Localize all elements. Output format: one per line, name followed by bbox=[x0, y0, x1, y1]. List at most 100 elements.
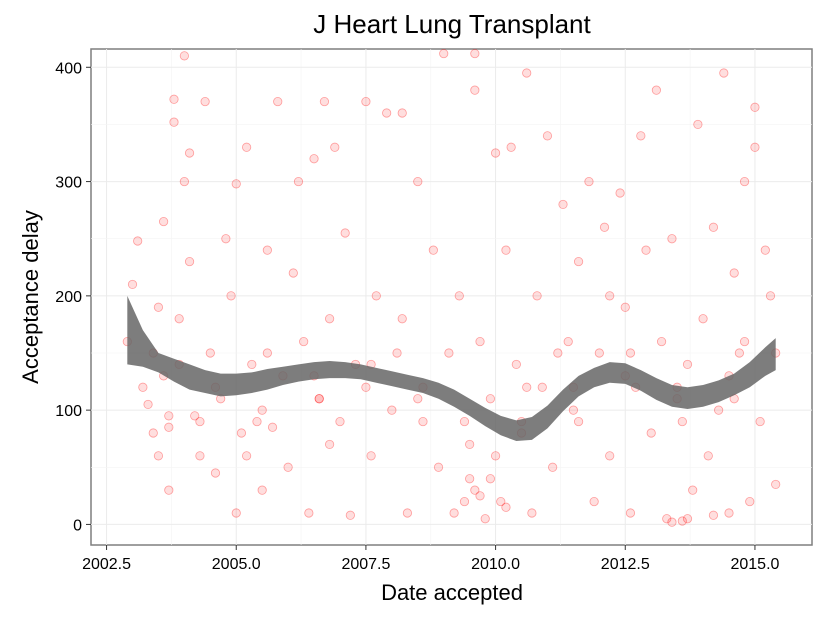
data-point bbox=[568, 405, 578, 415]
data-point bbox=[439, 48, 449, 59]
data-point bbox=[153, 451, 164, 461]
data-point bbox=[693, 119, 703, 130]
data-point bbox=[594, 348, 604, 358]
data-point bbox=[366, 451, 376, 461]
data-point bbox=[288, 268, 298, 278]
data-point bbox=[262, 245, 272, 255]
data-point bbox=[413, 394, 423, 404]
data-point bbox=[361, 382, 371, 392]
data-point bbox=[734, 348, 744, 358]
data-point bbox=[361, 96, 371, 107]
data-point bbox=[402, 508, 413, 518]
data-point bbox=[537, 382, 547, 392]
data-point bbox=[159, 216, 169, 227]
data-point bbox=[319, 96, 330, 107]
data-point bbox=[641, 245, 651, 255]
data-point bbox=[542, 131, 553, 141]
data-point bbox=[231, 179, 241, 189]
data-point bbox=[382, 108, 392, 118]
data-point bbox=[428, 245, 438, 255]
data-point bbox=[755, 416, 765, 427]
data-point bbox=[257, 405, 267, 415]
y-tick-label: 200 bbox=[55, 289, 82, 306]
x-tick-label: 2005.0 bbox=[212, 556, 261, 573]
data-point bbox=[584, 176, 594, 187]
data-point bbox=[501, 502, 511, 512]
data-point bbox=[143, 399, 153, 410]
data-point bbox=[449, 508, 459, 518]
data-point bbox=[496, 496, 506, 507]
data-point bbox=[262, 348, 272, 358]
data-point bbox=[714, 405, 724, 415]
x-axis-ticks: 2002.5 2005.0 2007.5 2010.0 2012.5 2015.0 bbox=[82, 545, 780, 573]
data-point bbox=[397, 108, 407, 118]
data-point bbox=[485, 394, 496, 404]
data-point bbox=[490, 451, 501, 461]
data-point bbox=[247, 359, 257, 370]
data-point bbox=[682, 359, 693, 370]
data-point bbox=[605, 291, 615, 301]
data-point bbox=[418, 416, 428, 427]
data-point bbox=[599, 222, 610, 232]
data-point bbox=[501, 245, 511, 255]
data-point bbox=[164, 485, 174, 495]
data-point bbox=[480, 514, 490, 524]
x-tick-label: 2002.5 bbox=[82, 556, 131, 573]
data-point bbox=[459, 416, 470, 427]
data-point bbox=[205, 348, 215, 358]
data-point bbox=[231, 508, 241, 518]
data-point bbox=[703, 451, 713, 461]
data-point bbox=[444, 348, 454, 358]
data-point bbox=[236, 428, 247, 438]
data-point bbox=[708, 510, 719, 520]
x-tick-label: 2012.5 bbox=[601, 556, 650, 573]
data-point bbox=[719, 68, 729, 78]
data-point bbox=[148, 428, 158, 438]
data-point bbox=[490, 148, 501, 158]
plot-panel bbox=[90, 48, 813, 546]
data-point bbox=[340, 228, 350, 238]
data-point bbox=[325, 439, 335, 450]
data-point bbox=[273, 96, 283, 107]
data-point bbox=[242, 142, 252, 152]
data-point bbox=[558, 199, 568, 210]
data-point bbox=[330, 142, 340, 152]
data-point bbox=[465, 439, 475, 450]
data-point bbox=[573, 256, 584, 267]
data-point bbox=[127, 279, 138, 290]
data-point bbox=[563, 336, 573, 347]
data-point bbox=[522, 382, 532, 392]
data-point bbox=[195, 416, 205, 427]
data-point bbox=[553, 348, 563, 358]
data-point bbox=[532, 291, 542, 301]
data-point bbox=[667, 234, 677, 244]
data-point bbox=[190, 411, 200, 421]
data-point bbox=[724, 508, 734, 518]
data-point bbox=[174, 314, 184, 324]
data-point bbox=[179, 51, 189, 61]
chart-title: J Heart Lung Transplant bbox=[313, 9, 591, 39]
data-point bbox=[636, 131, 646, 141]
data-point bbox=[750, 142, 760, 152]
y-axis-label: Acceptance delay bbox=[18, 210, 43, 384]
data-point bbox=[257, 485, 267, 495]
data-point bbox=[267, 422, 278, 432]
data-point bbox=[485, 474, 496, 484]
data-point bbox=[304, 508, 314, 518]
data-point bbox=[371, 291, 381, 301]
data-point bbox=[750, 102, 760, 112]
data-point bbox=[314, 394, 324, 404]
data-point bbox=[589, 496, 599, 507]
data-point bbox=[667, 517, 677, 527]
data-point bbox=[200, 96, 210, 107]
data-point bbox=[184, 256, 195, 267]
data-point bbox=[164, 422, 174, 432]
data-point bbox=[470, 85, 480, 95]
data-point bbox=[615, 188, 625, 198]
x-axis-label: Date accepted bbox=[381, 580, 523, 605]
data-point bbox=[760, 245, 770, 255]
data-point bbox=[252, 416, 262, 427]
data-point bbox=[475, 336, 485, 347]
data-point bbox=[392, 348, 402, 358]
